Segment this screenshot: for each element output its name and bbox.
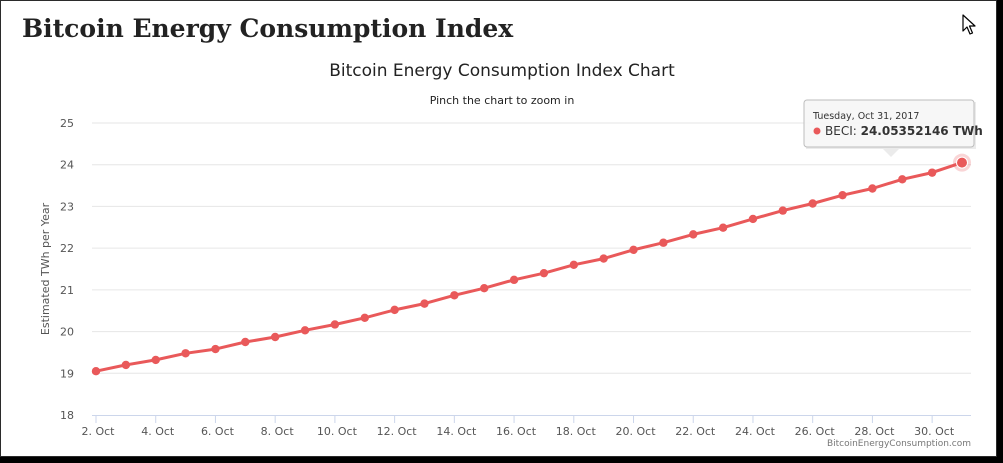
data-point[interactable]: [748, 214, 758, 224]
y-tick-label: 23: [60, 200, 74, 213]
data-point[interactable]: [121, 360, 131, 370]
tooltip: Tuesday, Oct 31, 2017 BECI: 24.05352146 T…: [803, 99, 983, 157]
x-tick-label: 8. Oct: [261, 425, 295, 438]
tooltip-series-dot: [813, 127, 821, 135]
y-tick-label: 20: [60, 326, 74, 339]
tooltip-value: BECI: 24.05352146 TWh: [825, 124, 983, 138]
tooltip-series-label: BECI:: [825, 124, 861, 138]
x-tick-label: 30. Oct: [914, 425, 955, 438]
x-tick-label: 24. Oct: [735, 425, 776, 438]
data-point[interactable]: [659, 238, 668, 247]
x-tick-label: 18. Oct: [556, 425, 597, 438]
y-tick-label: 22: [60, 242, 74, 255]
x-tick-label: 14. Oct: [436, 425, 477, 438]
x-tick-label: 12. Oct: [377, 425, 418, 438]
y-axis-title: Estimated TWh per Year: [39, 202, 52, 335]
y-tick-label: 19: [60, 367, 74, 380]
data-point[interactable]: [420, 299, 429, 308]
y-tick-label: 24: [60, 159, 74, 172]
x-tick-label: 28. Oct: [854, 425, 895, 438]
page-title: Bitcoin Energy Consumption Index: [22, 14, 514, 43]
chart-subtitle: Pinch the chart to zoom in: [430, 94, 575, 107]
data-point[interactable]: [211, 344, 220, 354]
mouse-cursor-icon: [962, 14, 976, 35]
data-point[interactable]: [241, 337, 250, 347]
data-point[interactable]: [569, 260, 578, 270]
data-point[interactable]: [300, 326, 310, 335]
tooltip-value-text: 24.05352146 TWh: [861, 124, 983, 138]
x-tick-label: 26. Oct: [795, 425, 836, 438]
tooltip-box: [803, 99, 975, 148]
data-point[interactable]: [360, 313, 369, 323]
x-tick-label: 22. Oct: [675, 425, 716, 438]
data-point[interactable]: [330, 320, 340, 329]
data-point[interactable]: [599, 254, 608, 263]
data-point[interactable]: [151, 355, 160, 365]
data-point[interactable]: [808, 199, 817, 208]
data-point[interactable]: [868, 184, 877, 193]
data-point[interactable]: [718, 223, 728, 232]
data-point[interactable]: [91, 367, 101, 376]
x-tick-label: 20. Oct: [616, 425, 657, 438]
y-axis-tick-labels: 18 19 20 21 22 23 24 25: [60, 117, 74, 422]
y-gridlines: [92, 122, 971, 374]
series-line[interactable]: [95, 161, 963, 373]
chart-title: Bitcoin Energy Consumption Index Chart: [329, 61, 675, 81]
data-point[interactable]: [778, 206, 788, 215]
data-point[interactable]: [689, 230, 698, 239]
data-point[interactable]: [390, 305, 399, 315]
data-point[interactable]: [629, 245, 638, 255]
data-point[interactable]: [480, 283, 489, 293]
data-point[interactable]: [270, 332, 280, 342]
tooltip-date: Tuesday, Oct 31, 2017: [812, 111, 919, 122]
x-tick-label: 2. Oct: [81, 425, 115, 438]
x-tick-label: 4. Oct: [141, 425, 175, 438]
x-axis: 2. Oct 4. Oct 6. Oct 8. Oct 10. Oct 12. Oct 14…: [81, 415, 971, 438]
series-beci[interactable]: [91, 153, 971, 376]
chart-credit[interactable]: BitcoinEnergyConsumption.com: [827, 439, 971, 449]
y-tick-label: 21: [60, 284, 74, 297]
data-point[interactable]: [927, 168, 937, 177]
y-tick-label: 25: [60, 117, 74, 130]
data-point[interactable]: [181, 349, 190, 358]
data-point[interactable]: [956, 156, 968, 169]
data-point[interactable]: [450, 291, 459, 300]
data-point[interactable]: [539, 268, 549, 278]
x-tick-label: 16. Oct: [496, 425, 537, 438]
data-point[interactable]: [509, 275, 519, 285]
x-tick-label: 6. Oct: [201, 425, 235, 438]
data-point[interactable]: [898, 175, 907, 184]
y-tick-label: 18: [60, 409, 74, 422]
x-tick-label: 10. Oct: [317, 425, 358, 438]
data-point[interactable]: [838, 190, 847, 200]
